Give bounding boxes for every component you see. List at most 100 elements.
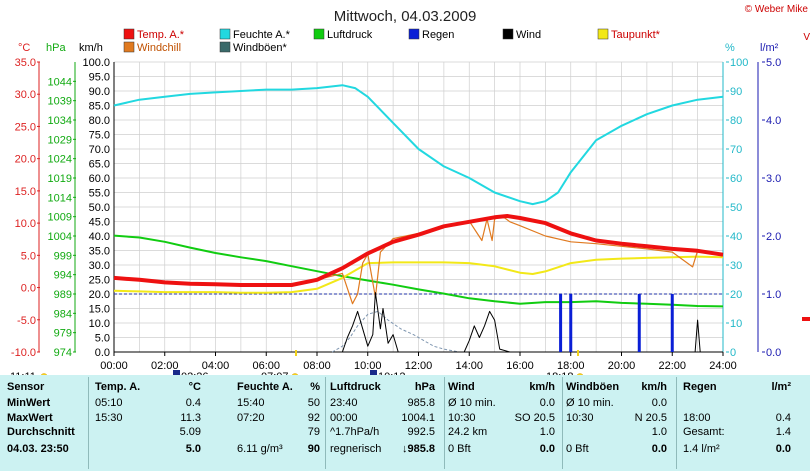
table-cell: 985.8 — [407, 397, 435, 409]
tick-label-x: 10:00 — [354, 360, 382, 372]
tick-label-pct: 90 — [730, 86, 742, 98]
table-cell: Ø 10 min. — [566, 397, 614, 409]
tick-label-temp: 5.0 — [21, 250, 36, 262]
tick-label-pct: 100 — [730, 57, 748, 69]
row-label: MaxWert — [7, 412, 53, 424]
tick-label-kmh: 75.0 — [89, 130, 110, 142]
rain-bar — [670, 294, 674, 352]
table-cell: 50 — [307, 397, 320, 409]
axis-title-hpa: hPa — [46, 42, 66, 54]
table-header: Wind — [448, 381, 475, 393]
tick-label-kmh: 100.0 — [82, 57, 110, 69]
table-cell: N 20.5 — [634, 412, 667, 424]
tick-label-rain: 2.0 — [766, 231, 781, 243]
series-line-temp-a — [113, 214, 724, 287]
tick-label-pct: 70 — [730, 144, 742, 156]
table-cell: 15:40 — [237, 397, 265, 409]
row-label: MinWert — [7, 397, 51, 409]
table-cell: 18:00 — [683, 412, 711, 424]
table-header: km/h — [641, 381, 667, 393]
tick-label-x: 08:00 — [303, 360, 331, 372]
table-header: Windböen — [566, 381, 620, 393]
tick-label-x: 14:00 — [455, 360, 483, 372]
tick-label-kmh: 30.0 — [89, 260, 110, 272]
tick-label-hpa: 1024 — [48, 154, 72, 166]
table-cell: 6.11 g/m³ — [237, 443, 283, 455]
tick-label-kmh: 60.0 — [89, 173, 110, 185]
legend-item-regen: Regen — [408, 28, 454, 41]
table-cell: 11.3 — [180, 412, 201, 424]
table-header: hPa — [414, 381, 435, 393]
tick-label-temp: 30.0 — [15, 89, 36, 101]
tick-label-kmh: 0.0 — [95, 347, 110, 359]
legend-label: Feuchte A.* — [233, 29, 291, 41]
legend-swatch — [219, 28, 231, 40]
tick-label-x: 04:00 — [202, 360, 230, 372]
tick-label-x: 02:00 — [151, 360, 179, 372]
ticks-kmh: 100.0 95.0 90.0 85.0 80.0 75.0 70.0 65.0 60.0 55.… — [82, 57, 110, 359]
tick-label-hpa: 1044 — [48, 76, 72, 88]
column-separator — [325, 377, 326, 469]
tick-label-temp: 0.0 — [21, 283, 36, 295]
tick-label-kmh: 5.0 — [95, 333, 110, 345]
axis-title-kmh: km/h — [79, 42, 103, 54]
table-cell: 05:10 — [95, 397, 123, 409]
ticks-rain: 5.0 4.0 3.0 2.0 1.0 0.0 — [762, 57, 781, 359]
tick-label-kmh: 55.0 — [89, 188, 110, 200]
tick-label-pct: 50 — [730, 202, 742, 214]
legend-item-luftdruck: Luftdruck — [313, 28, 373, 41]
row-label: Durchschnitt — [7, 426, 75, 438]
table-cell: 10:30 — [448, 412, 476, 424]
tick-label-temp: 25.0 — [15, 121, 36, 133]
legend-swatch — [123, 41, 135, 53]
table-header: l/m² — [771, 381, 791, 393]
table-header: % — [310, 381, 320, 393]
axis-title-rain: l/m² — [760, 42, 779, 54]
tick-label-pct: 10 — [730, 318, 742, 330]
chart-title: Mittwoch, 04.03.2009 — [334, 8, 477, 25]
tick-label-hpa: 1009 — [48, 212, 72, 224]
tick-label-temp: 35.0 — [15, 57, 36, 69]
tick-label-kmh: 70.0 — [89, 144, 110, 156]
table-cell: SO 20.5 — [514, 412, 555, 424]
tick-label-kmh: 85.0 — [89, 101, 110, 113]
column-separator — [562, 377, 563, 469]
tick-label-kmh: 35.0 — [89, 246, 110, 258]
table-cell: 23:40 — [330, 397, 358, 409]
tick-label-rain: 1.0 — [766, 289, 781, 301]
tick-label-x: 18:00 — [557, 360, 585, 372]
table-cell: 1.0 — [539, 426, 555, 438]
table-cell: 79 — [307, 426, 320, 438]
tick-label-kmh: 25.0 — [89, 275, 110, 287]
table-cell: 1004.1 — [401, 412, 435, 424]
tick-label-kmh: 15.0 — [89, 304, 110, 316]
legend-label: Luftdruck — [327, 29, 373, 41]
tick-label-pct: 20 — [730, 289, 742, 301]
table-cell: 24.2 km — [448, 426, 488, 438]
axis-title-pct: % — [725, 42, 735, 54]
legend-swatch — [313, 28, 325, 40]
table-cell: 1.4 l/m² — [683, 443, 720, 455]
ticks-hpa: 1044 1039 1034 1029 1024 1019 1014 1009 1004 999 9… — [48, 76, 76, 359]
tick-label-pct: 0 — [730, 347, 736, 359]
tick-label-x: 16:00 — [506, 360, 534, 372]
table-cell: 5.09 — [179, 426, 201, 438]
table-cell: Ø 10 min. — [448, 397, 496, 409]
rain-bar — [559, 294, 563, 352]
table-header: Temp. A. — [95, 381, 141, 393]
tick-label-x: 24:00 — [709, 360, 737, 372]
table-header: Regen — [683, 381, 717, 393]
tick-label-rain: 4.0 — [766, 115, 781, 127]
table-cell: 10:30 — [566, 412, 594, 424]
table-cell: 0.0 — [651, 397, 667, 409]
tick-label-x: 22:00 — [658, 360, 686, 372]
table-cell: 992.5 — [407, 426, 435, 438]
edge-label: V — [803, 32, 810, 43]
table-cell: 00:00 — [330, 412, 358, 424]
legend-item-taupunkt: Taupunkt* — [597, 28, 661, 41]
tick-label-rain: 5.0 — [766, 57, 781, 69]
series-line-feuchte-a — [113, 84, 724, 206]
table-header: Sensor — [7, 381, 45, 393]
edge-mark — [802, 317, 810, 321]
